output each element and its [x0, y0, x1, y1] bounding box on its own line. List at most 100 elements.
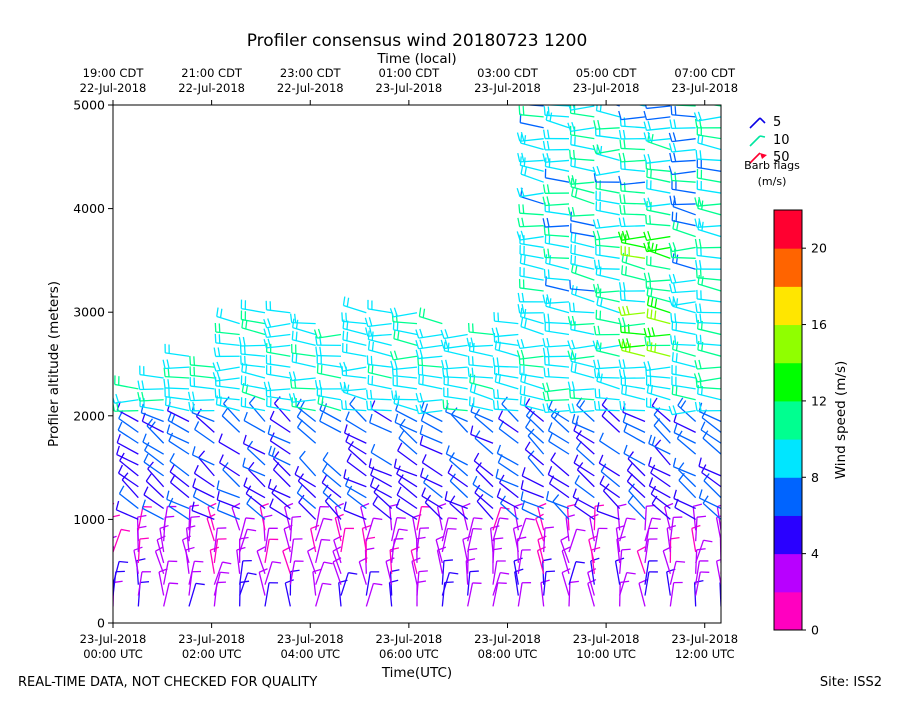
wind-barb	[695, 239, 721, 248]
wind-barb	[273, 462, 290, 486]
wind-barb	[468, 367, 493, 378]
y-tick-label: 1000	[73, 512, 105, 527]
wind-barb	[444, 387, 468, 399]
wind-barb	[391, 351, 417, 360]
wind-barb	[594, 360, 620, 369]
top-tick-time: 01:00 CDT	[379, 66, 441, 80]
wind-barb	[170, 453, 189, 476]
wind-barb	[647, 201, 671, 215]
wind-barb	[295, 466, 316, 487]
top-tick-date: 23-Jul-2018	[573, 81, 640, 95]
colorbar-tick-label: 20	[811, 241, 827, 256]
wind-barb	[519, 95, 544, 106]
wind-barb	[320, 402, 341, 422]
wind-barb	[316, 380, 341, 389]
wind-barb	[421, 412, 442, 432]
wind-barb	[346, 412, 367, 433]
wind-barb	[543, 141, 569, 150]
colorbar-tick-label: 4	[811, 546, 819, 561]
wind-barb	[475, 485, 493, 508]
wind-barb	[568, 316, 594, 325]
wind-barb	[593, 166, 620, 175]
wind-barb	[165, 388, 189, 400]
wind-barb	[189, 392, 215, 401]
wind-barb	[444, 342, 467, 356]
wind-barb	[290, 561, 303, 585]
wind-barb	[323, 485, 341, 509]
wind-barb	[392, 539, 404, 563]
top-tick-time: 07:00 CDT	[674, 66, 736, 80]
wind-barb	[323, 452, 341, 476]
wind-barb	[244, 412, 265, 432]
wind-barb	[546, 297, 569, 312]
wind-barb	[669, 132, 695, 141]
wind-barb	[493, 583, 507, 607]
wind-barb	[621, 246, 645, 259]
wind-barb	[543, 392, 569, 401]
wind-barb	[678, 398, 696, 422]
wind-barb	[343, 297, 366, 313]
wind-barb	[624, 423, 645, 443]
wind-barb	[670, 583, 682, 607]
wind-barb	[112, 394, 138, 403]
wind-barb	[316, 562, 333, 585]
wind-barb	[568, 340, 594, 349]
wind-barb	[620, 194, 645, 204]
colorbar-tick-label: 8	[811, 470, 819, 485]
wind-barb	[669, 166, 695, 175]
colorbar-bin	[774, 325, 802, 364]
wind-barb	[644, 327, 670, 337]
colorbar-label: Wind speed (m/s)	[833, 361, 849, 480]
colorbar-bin	[774, 439, 802, 478]
wind-barb	[298, 420, 316, 443]
wind-barb	[544, 96, 569, 106]
wind-barb	[593, 231, 619, 240]
x-tick-date: 23-Jul-2018	[474, 632, 541, 646]
wind-barb	[574, 422, 594, 443]
wind-barb	[113, 529, 130, 552]
wind-barb	[446, 445, 467, 465]
colorbar-bin	[774, 515, 802, 554]
wind-barb	[647, 256, 671, 269]
x-tick-time: 10:00 UTC	[576, 647, 636, 661]
wind-barb	[217, 308, 240, 324]
wind-barb	[240, 537, 249, 562]
top-tick-time: 19:00 CDT	[83, 66, 145, 80]
wind-barb	[670, 284, 696, 293]
wind-barb	[543, 196, 569, 205]
x-tick-time: 00:00 UTC	[83, 647, 143, 661]
top-tick-time: 03:00 CDT	[477, 66, 539, 80]
wind-barb	[142, 500, 163, 520]
wind-barb	[575, 498, 595, 520]
wind-barb	[443, 368, 468, 378]
colorbar-tick-label: 16	[811, 317, 827, 332]
wind-barb	[526, 408, 543, 432]
barb-legend-item: 10	[750, 133, 790, 148]
wind-barb	[496, 469, 518, 487]
wind-barb	[367, 355, 391, 367]
wind-barb	[570, 150, 595, 161]
wind-barb	[119, 486, 138, 509]
wind-barb	[265, 562, 281, 585]
wind-barb	[289, 371, 315, 380]
wind-barb	[543, 338, 569, 347]
wind-barb	[647, 309, 670, 324]
wind-barb	[416, 349, 442, 358]
x-tick-time: 06:00 UTC	[379, 647, 439, 661]
wind-barb	[544, 130, 569, 139]
wind-barb	[190, 377, 214, 389]
wind-barb	[367, 390, 392, 400]
y-tick-label: 4000	[73, 201, 105, 216]
wind-barb	[142, 413, 163, 433]
wind-barb	[341, 528, 354, 552]
wind-barb	[316, 540, 331, 563]
wind-barb	[421, 468, 443, 487]
wind-barb	[219, 434, 240, 454]
wind-barb	[673, 458, 695, 476]
x-tick-time: 12:00 UTC	[675, 647, 735, 661]
wind-barb	[543, 403, 569, 412]
wind-barb	[697, 290, 721, 302]
wind-barb	[620, 291, 645, 302]
wind-barb	[340, 362, 367, 371]
